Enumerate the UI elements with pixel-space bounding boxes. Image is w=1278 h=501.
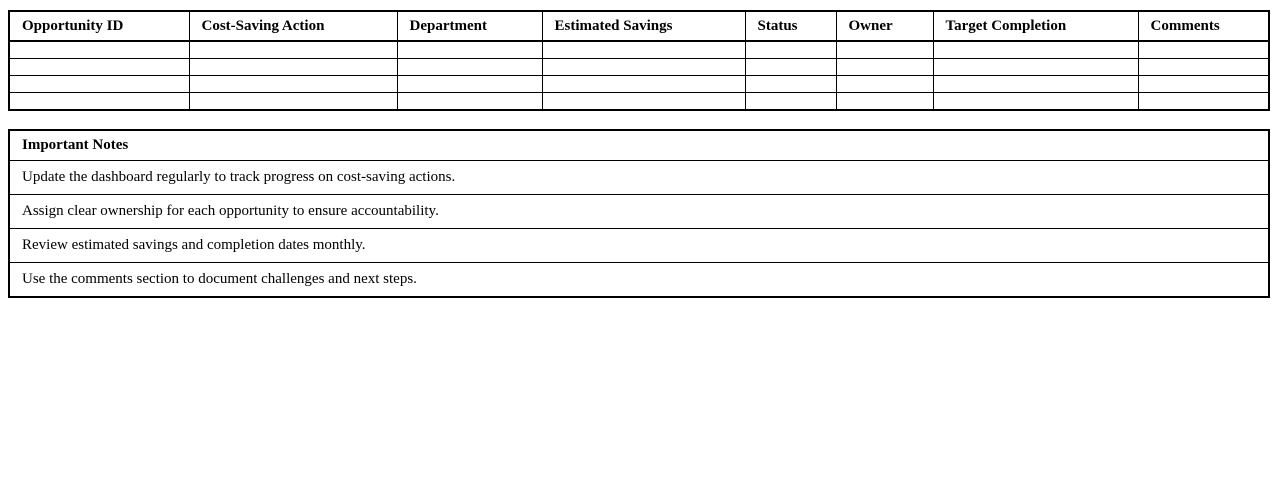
empty-cell bbox=[396, 40, 543, 59]
column-header-opportunity-id: Opportunity ID bbox=[8, 10, 190, 42]
empty-cell bbox=[541, 58, 746, 76]
opportunities-table: Opportunity ID Cost-Saving Action Depart… bbox=[8, 10, 1270, 111]
notes-title: Important Notes bbox=[8, 129, 1270, 161]
notes-header-row: Important Notes bbox=[8, 129, 1270, 161]
empty-cell bbox=[188, 92, 398, 111]
empty-cell bbox=[932, 58, 1139, 76]
empty-cell bbox=[835, 40, 934, 59]
empty-cell bbox=[932, 40, 1139, 59]
empty-cell bbox=[8, 40, 190, 59]
opportunities-header-row: Opportunity ID Cost-Saving Action Depart… bbox=[8, 10, 1270, 42]
empty-cell bbox=[835, 92, 934, 111]
empty-cell bbox=[541, 92, 746, 111]
empty-cell bbox=[1137, 40, 1270, 59]
note-row: Use the comments section to document cha… bbox=[8, 262, 1270, 298]
column-header-estimated-savings: Estimated Savings bbox=[541, 10, 746, 42]
column-header-owner: Owner bbox=[835, 10, 934, 42]
empty-cell bbox=[541, 40, 746, 59]
empty-cell bbox=[835, 75, 934, 93]
note-item: Use the comments section to document cha… bbox=[8, 262, 1270, 298]
note-item: Update the dashboard regularly to track … bbox=[8, 160, 1270, 195]
empty-cell bbox=[835, 58, 934, 76]
empty-cell bbox=[1137, 58, 1270, 76]
empty-cell bbox=[932, 92, 1139, 111]
empty-cell bbox=[8, 58, 190, 76]
empty-cell bbox=[188, 40, 398, 59]
empty-cell bbox=[744, 58, 837, 76]
important-notes-table: Important Notes Update the dashboard reg… bbox=[8, 129, 1270, 298]
table-row bbox=[8, 75, 1270, 93]
column-header-department: Department bbox=[396, 10, 543, 42]
column-header-cost-saving-action: Cost-Saving Action bbox=[188, 10, 398, 42]
table-row bbox=[8, 92, 1270, 111]
note-item: Assign clear ownership for each opportun… bbox=[8, 194, 1270, 229]
empty-cell bbox=[396, 75, 543, 93]
column-header-comments: Comments bbox=[1137, 10, 1270, 42]
empty-cell bbox=[396, 92, 543, 111]
note-row: Assign clear ownership for each opportun… bbox=[8, 194, 1270, 229]
empty-cell bbox=[8, 75, 190, 93]
note-item: Review estimated savings and completion … bbox=[8, 228, 1270, 263]
empty-cell bbox=[1137, 75, 1270, 93]
empty-cell bbox=[744, 75, 837, 93]
empty-cell bbox=[188, 75, 398, 93]
empty-cell bbox=[541, 75, 746, 93]
empty-cell bbox=[932, 75, 1139, 93]
empty-cell bbox=[188, 58, 398, 76]
column-header-target-completion: Target Completion bbox=[932, 10, 1139, 42]
note-row: Update the dashboard regularly to track … bbox=[8, 160, 1270, 195]
table-row bbox=[8, 40, 1270, 59]
empty-cell bbox=[744, 40, 837, 59]
empty-cell bbox=[8, 92, 190, 111]
note-row: Review estimated savings and completion … bbox=[8, 228, 1270, 263]
empty-cell bbox=[744, 92, 837, 111]
empty-cell bbox=[396, 58, 543, 76]
empty-cell bbox=[1137, 92, 1270, 111]
table-row bbox=[8, 58, 1270, 76]
column-header-status: Status bbox=[744, 10, 837, 42]
